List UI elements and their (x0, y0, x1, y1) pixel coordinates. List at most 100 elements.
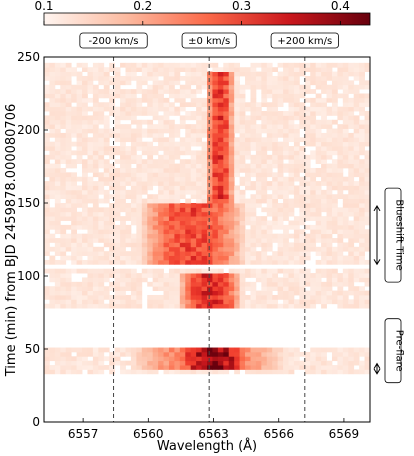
heatmap-cell (201, 347, 208, 353)
heatmap-cell (283, 347, 289, 353)
heatmap-cell (364, 259, 370, 265)
heatmap-cell (207, 211, 213, 217)
heatmap-cell (49, 351, 56, 357)
heatmap-cell (342, 97, 349, 103)
heatmap-cell (315, 167, 322, 173)
heatmap-cell (158, 172, 164, 178)
heatmap-cell (158, 365, 164, 370)
heatmap-cell (293, 281, 300, 287)
heatmap-cell (255, 163, 262, 169)
heatmap-cell (92, 268, 99, 274)
heatmap-cell (71, 229, 77, 235)
heatmap-cell (348, 238, 355, 243)
heatmap-cell (71, 207, 77, 213)
heatmap-cell (179, 75, 186, 81)
heatmap-cell (49, 347, 56, 353)
heatmap-cell (261, 75, 268, 81)
heatmap-cell (168, 246, 175, 252)
heatmap-cell (326, 106, 333, 112)
heatmap-cell (109, 273, 116, 278)
heatmap-cell (228, 286, 235, 291)
heatmap-cell (196, 119, 202, 125)
heatmap-cell (342, 102, 349, 108)
heatmap-cell (120, 141, 126, 147)
heatmap-cell (272, 185, 279, 191)
heatmap-cell (114, 290, 121, 296)
heatmap-cell (353, 251, 360, 256)
heatmap-cell (168, 67, 175, 72)
heatmap-cell (304, 255, 311, 261)
heatmap-cell (353, 67, 360, 72)
heatmap-cell (228, 181, 235, 186)
heatmap-cell (234, 299, 240, 305)
heatmap-cell (92, 137, 99, 143)
heatmap-cell (174, 233, 181, 239)
heatmap-cell (364, 211, 370, 217)
heatmap-cell (217, 303, 224, 309)
heatmap-cell (44, 198, 50, 204)
heatmap-cell (114, 211, 121, 217)
heatmap-cell (54, 216, 61, 221)
heatmap-cell (136, 194, 143, 200)
heatmap-cell (310, 299, 317, 305)
heatmap-cell (353, 194, 360, 200)
heatmap-cell (136, 181, 143, 186)
heatmap-cell (136, 238, 143, 243)
heatmap-cell (92, 303, 99, 309)
heatmap-cell (223, 211, 230, 217)
heatmap-cell (196, 273, 202, 278)
heatmap-cell (212, 75, 219, 81)
heatmap-cell (234, 89, 240, 94)
heatmap-cell (239, 198, 246, 204)
heatmap-cell (250, 268, 257, 274)
heatmap-cell (174, 128, 181, 134)
heatmap-cell (359, 124, 365, 129)
heatmap-cell (87, 198, 94, 204)
heatmap-cell (76, 189, 83, 195)
heatmap-cell (71, 233, 77, 239)
heatmap-cell (304, 106, 311, 112)
heatmap-cell (321, 251, 327, 256)
heatmap-cell (152, 251, 159, 256)
heatmap-cell (293, 203, 300, 208)
heatmap-cell (185, 233, 192, 239)
heatmap-cell (130, 132, 137, 138)
heatmap-cell (342, 360, 349, 366)
heatmap-cell (163, 163, 170, 169)
heatmap-cell (92, 124, 99, 129)
heatmap-cell (266, 242, 273, 248)
heatmap-cell (304, 115, 311, 121)
heatmap-cell (293, 62, 300, 68)
heatmap-cell (293, 347, 300, 353)
heatmap-cell (98, 229, 105, 235)
heatmap-cell (321, 111, 327, 116)
heatmap-cell (114, 347, 121, 353)
heatmap-cell (136, 119, 143, 125)
heatmap-cell (174, 365, 181, 370)
heatmap-cell (228, 229, 235, 235)
heatmap-cell (359, 172, 365, 178)
heatmap-cell (234, 80, 240, 86)
heatmap-cell (245, 281, 251, 287)
heatmap-cell (283, 119, 289, 125)
heatmap-cell (315, 146, 322, 151)
heatmap-cell (283, 167, 289, 173)
heatmap-cell (353, 229, 360, 235)
heatmap-cell (310, 211, 317, 217)
heatmap-cell (342, 351, 349, 357)
heatmap-cell (250, 80, 257, 86)
heatmap-cell (114, 233, 121, 239)
heatmap-cell (201, 154, 208, 160)
heatmap-cell (71, 251, 77, 256)
heatmap-cell (60, 62, 67, 68)
heatmap-cell (212, 84, 219, 90)
heatmap-cell (326, 286, 333, 291)
heatmap-cell (315, 106, 322, 112)
heatmap-cell (158, 159, 164, 164)
heatmap-cell (250, 84, 257, 90)
heatmap-cell (304, 238, 311, 243)
heatmap-cell (223, 84, 230, 90)
heatmap-cell (288, 102, 295, 108)
heatmap-cell (147, 93, 154, 99)
heatmap-cell (261, 273, 268, 278)
